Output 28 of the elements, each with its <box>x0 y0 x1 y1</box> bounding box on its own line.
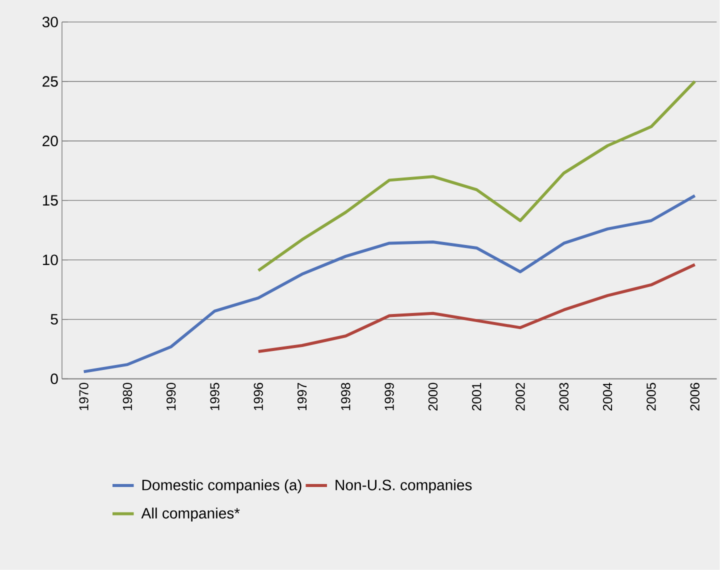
x-tick-label: 2002 <box>516 383 525 411</box>
x-tick-label: 2003 <box>559 383 568 411</box>
y-tick-label: 30 <box>42 16 58 28</box>
x-tick-label: 1998 <box>341 383 350 410</box>
legend-label: Domestic companies (a) <box>142 479 302 494</box>
x-tick-label: 2001 <box>472 383 482 411</box>
y-tick-label: 25 <box>42 76 58 87</box>
y-tick-label: 0 <box>50 374 58 384</box>
y-tick-label: 5 <box>50 314 58 325</box>
x-tick-label: 2006 <box>690 383 700 411</box>
x-tick-label: 1980 <box>122 382 132 410</box>
line-series <box>82 194 696 374</box>
x-tick-label: 1990 <box>166 382 176 410</box>
legend-label: Non-U.S. companies <box>336 479 472 494</box>
x-tick-label: 1970 <box>79 382 88 410</box>
legend-label: All companies* <box>141 508 240 522</box>
line-series <box>256 263 696 354</box>
x-tick-label: 1996 <box>254 383 263 410</box>
x-tick-label: 1997 <box>297 383 307 410</box>
y-tick-label: 10 <box>42 254 58 266</box>
line-series <box>256 80 696 272</box>
y-tick-label: 15 <box>42 195 58 206</box>
y-tick-label: 20 <box>42 136 58 146</box>
x-tick-label: 1995 <box>210 383 220 410</box>
x-tick-label: 2000 <box>428 382 438 411</box>
x-tick-label: 1999 <box>384 383 394 410</box>
x-tick-label: 2005 <box>646 383 656 411</box>
x-tick-label: 2004 <box>602 382 612 411</box>
